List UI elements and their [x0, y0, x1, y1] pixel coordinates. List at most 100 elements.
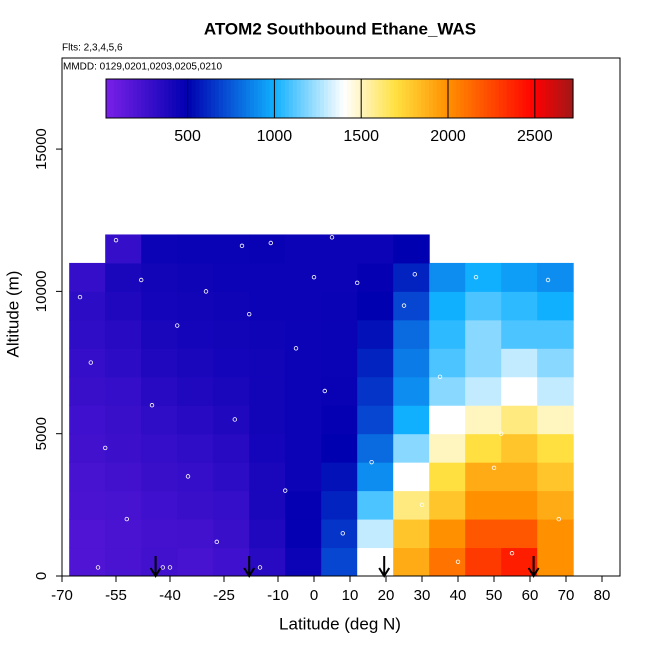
heat-cell — [321, 234, 358, 264]
colorbar-swatch — [553, 79, 559, 118]
sample-point — [499, 431, 504, 436]
colorbar-tick-label: 2000 — [430, 128, 466, 145]
colorbar-swatch — [417, 79, 422, 118]
colorbar-swatch — [491, 79, 496, 118]
colorbar-swatch — [176, 79, 181, 118]
heat-cell — [69, 291, 106, 321]
heat-cell — [213, 433, 250, 463]
heat-cell — [249, 405, 286, 435]
sample-point — [322, 388, 327, 394]
colorbar-swatch — [518, 79, 524, 118]
heat-cell — [393, 234, 430, 264]
sample-point — [88, 360, 93, 365]
heat-cell — [537, 462, 574, 492]
heat-cell — [249, 547, 286, 577]
heat-cell — [141, 376, 178, 406]
heat-cell — [429, 319, 466, 349]
sample-point — [455, 559, 461, 564]
heat-cell — [501, 319, 538, 349]
heat-cell — [105, 291, 142, 321]
heat-cell — [213, 376, 250, 406]
heat-cell — [285, 376, 322, 406]
colorbar-swatch — [281, 79, 286, 118]
heat-cell — [213, 490, 250, 520]
heat-cell — [177, 319, 214, 349]
sample-point — [509, 551, 515, 556]
colorbar-swatch — [545, 79, 551, 118]
colorbar-swatch — [343, 79, 348, 118]
sample-point — [556, 516, 561, 522]
colorbar-swatch — [269, 79, 274, 118]
heat-cell — [429, 519, 466, 549]
colorbar-swatch — [296, 79, 302, 118]
colorbar-swatch — [195, 79, 200, 118]
heat-cell — [285, 291, 322, 321]
heat-cell — [141, 405, 178, 435]
heat-cell — [321, 490, 358, 520]
heat-cell — [285, 462, 322, 492]
colorbar-swatch — [172, 79, 177, 118]
colorbar-swatch — [199, 79, 204, 118]
sample-point — [401, 303, 407, 308]
heat-cell — [537, 319, 574, 349]
colorbar-swatch — [273, 79, 278, 118]
heat-cell — [249, 291, 286, 321]
heat-cell — [177, 462, 214, 492]
x-tick-label: 70 — [558, 587, 575, 604]
heat-cell — [501, 376, 538, 406]
heat-cell — [321, 519, 358, 549]
x-tick-label: -40 — [159, 587, 181, 604]
sample-point — [293, 346, 299, 351]
heat-cell — [141, 490, 178, 520]
colorbar-swatch — [436, 79, 442, 118]
heat-cell — [501, 291, 538, 321]
heat-cell — [357, 319, 394, 349]
colorbar-swatch — [510, 79, 516, 118]
plot-frame — [61, 57, 621, 577]
heat-cell — [429, 490, 466, 520]
colorbar-swatch — [164, 79, 169, 118]
chart-title: ATOM2 Southbound Ethane_WAS — [204, 19, 476, 38]
heat-cell — [429, 462, 466, 492]
colorbar-tick-label: 1500 — [343, 128, 379, 145]
heat-cell — [393, 348, 430, 378]
sample-point — [545, 277, 551, 283]
colorbar-swatch — [218, 79, 224, 118]
heat-cell — [141, 262, 178, 292]
colorbar-swatch — [432, 79, 438, 118]
heat-cell — [69, 376, 106, 406]
heat-cell — [69, 319, 106, 349]
heat-cell — [285, 547, 322, 577]
colorbar-swatch — [475, 79, 481, 118]
heat-cell — [105, 462, 142, 492]
heat-cell — [69, 405, 106, 435]
flights-note: Flts: 2,3,4,5,6 — [62, 43, 123, 54]
heat-cell — [357, 519, 394, 549]
heat-cell — [285, 519, 322, 549]
heat-cell — [285, 490, 322, 520]
sample-point — [149, 403, 155, 408]
heat-cell — [357, 405, 394, 435]
heat-cell — [537, 405, 574, 435]
colorbar-swatch — [456, 79, 461, 118]
colorbar-swatch — [207, 79, 212, 118]
colorbar-swatch — [133, 79, 138, 118]
x-tick-label: 50 — [486, 587, 503, 604]
colorbar-swatch — [327, 79, 333, 118]
sample-point — [185, 474, 191, 479]
colorbar-swatch — [378, 79, 383, 118]
heat-cell — [393, 262, 430, 292]
sample-point — [311, 274, 317, 280]
colorbar-swatch — [421, 79, 426, 118]
heat-cell — [177, 519, 214, 549]
heat-cell — [105, 547, 142, 577]
heat-cell — [357, 376, 394, 406]
heat-cell — [69, 462, 106, 492]
heat-cell — [393, 433, 430, 463]
sample-point — [412, 272, 417, 277]
heat-cell — [393, 319, 430, 349]
sample-point — [232, 417, 237, 422]
colorbar-swatch — [230, 79, 236, 118]
x-tick-label: 0 — [310, 587, 318, 604]
sample-point — [102, 445, 108, 451]
